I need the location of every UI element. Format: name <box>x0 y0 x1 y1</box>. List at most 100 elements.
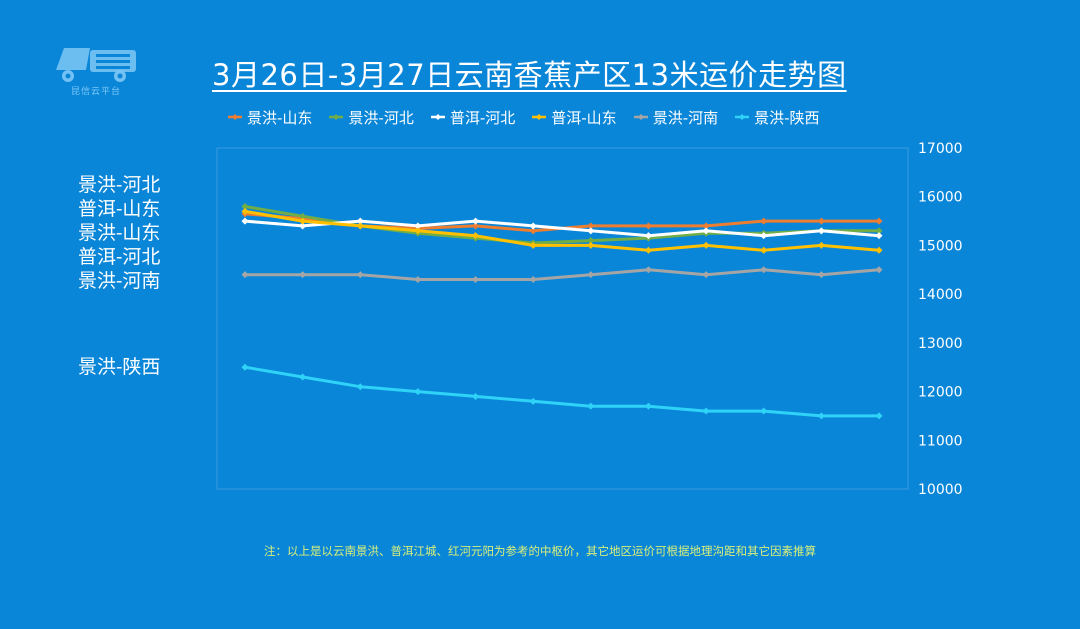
side-series-labels: 景洪-河北 普洱-山东 景洪-山东 普洱-河北 景洪-河南 景洪-陕西 <box>78 0 208 629</box>
data-point <box>529 397 537 405</box>
data-point <box>875 246 883 254</box>
data-point <box>529 227 537 235</box>
series-line <box>245 268 880 281</box>
data-point <box>644 266 652 274</box>
data-point <box>241 207 249 215</box>
data-point <box>760 232 768 240</box>
y-tick-label: 15000 <box>918 238 963 254</box>
legend-item: 普洱-山东 <box>532 107 617 128</box>
data-point <box>356 222 364 230</box>
data-point <box>644 222 652 230</box>
data-point <box>529 241 537 249</box>
side-label: 景洪-山东 <box>78 222 161 244</box>
data-point <box>299 217 307 225</box>
data-point <box>817 271 825 279</box>
data-point <box>702 241 710 249</box>
side-label: 景洪-河北 <box>78 174 161 196</box>
y-tick-label: 14000 <box>918 287 963 303</box>
data-point <box>529 276 537 284</box>
legend-label: 普洱-山东 <box>551 108 617 127</box>
data-point <box>875 412 883 420</box>
legend-item: 景洪-河北 <box>329 107 414 128</box>
data-point <box>817 217 825 225</box>
chart-legend: 景洪-山东 景洪-河北 普洱-河北 普洱-山东 景洪-河南 景洪-陕西 <box>228 106 820 128</box>
legend-item: 景洪-山东 <box>228 107 312 128</box>
legend-swatch <box>735 114 750 120</box>
data-point <box>414 227 422 235</box>
series-line <box>244 365 879 418</box>
legend-swatch <box>633 114 648 120</box>
data-point <box>875 227 883 235</box>
data-point <box>587 222 595 230</box>
legend-swatch <box>228 114 242 120</box>
logo-caption: 昆信云平台 <box>70 87 121 97</box>
legend-swatch <box>532 114 547 120</box>
series-line <box>244 209 880 252</box>
legend-label: 景洪-河南 <box>652 108 719 127</box>
side-label: 景洪-河南 <box>78 270 161 292</box>
data-point <box>702 222 710 230</box>
data-point <box>472 222 480 230</box>
data-point <box>472 392 480 400</box>
data-point <box>241 363 249 371</box>
data-point <box>702 227 710 235</box>
data-point <box>299 373 307 381</box>
data-point <box>241 202 249 210</box>
data-point <box>241 217 249 225</box>
data-point <box>241 271 249 279</box>
data-point <box>356 217 364 225</box>
legend-label: 景洪-河北 <box>348 108 414 127</box>
legend-item: 普洱-河北 <box>430 107 516 128</box>
data-point <box>702 407 710 415</box>
data-point <box>644 232 652 240</box>
data-point <box>760 246 768 254</box>
data-point <box>817 227 825 235</box>
side-label: 景洪-陕西 <box>78 356 161 378</box>
data-point <box>760 217 768 225</box>
data-point <box>299 222 307 230</box>
data-point <box>414 222 422 230</box>
data-point <box>875 217 883 225</box>
data-point <box>587 241 595 249</box>
data-point <box>644 246 652 254</box>
series-line <box>244 219 880 238</box>
legend-item: 景洪-陕西 <box>735 107 820 128</box>
y-tick-label: 16000 <box>918 190 963 206</box>
side-label: 普洱-河北 <box>78 246 161 268</box>
data-point <box>529 222 537 230</box>
data-point <box>817 412 825 420</box>
data-point <box>587 271 595 279</box>
data-point <box>356 271 364 279</box>
data-point <box>702 271 710 279</box>
truck-logo-icon <box>50 40 142 106</box>
data-point <box>299 271 307 279</box>
data-point <box>587 227 595 235</box>
y-tick-label: 13000 <box>918 336 963 352</box>
data-point <box>587 402 595 410</box>
data-point <box>472 217 480 225</box>
data-point <box>644 402 652 410</box>
data-point <box>817 241 825 249</box>
data-point <box>414 276 422 284</box>
legend-label: 景洪-山东 <box>247 108 313 127</box>
data-point <box>356 383 364 391</box>
data-point <box>299 212 307 220</box>
legend-item: 景洪-河南 <box>633 107 719 128</box>
footnote: 注：以上是以云南景洪、普洱江城、红河元阳为参考的中枢价，其它地区运价可根据地理沟… <box>264 544 816 558</box>
data-point <box>875 232 883 240</box>
legend-label: 普洱-河北 <box>449 108 516 127</box>
legend-label: 景洪-陕西 <box>754 108 820 127</box>
data-point <box>472 232 480 240</box>
y-tick-label: 12000 <box>918 385 963 401</box>
y-tick-label: 17000 <box>918 141 963 157</box>
y-tick-label: 11000 <box>918 433 963 449</box>
data-point <box>414 388 422 396</box>
y-tick-label: 10000 <box>918 482 963 498</box>
data-point <box>472 276 480 284</box>
side-label: 普洱-山东 <box>78 198 161 220</box>
data-point <box>587 237 595 245</box>
chart-title: 3月26日-3月27日云南香蕉产区13米运价走势图 <box>212 58 847 92</box>
legend-swatch <box>329 114 344 120</box>
legend-swatch <box>430 114 445 120</box>
